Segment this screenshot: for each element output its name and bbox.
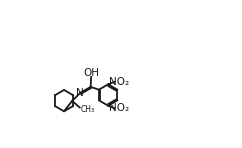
Text: N: N [76,88,84,98]
Text: NO₂: NO₂ [109,103,129,113]
Text: OH: OH [84,68,100,78]
Text: CH₃: CH₃ [81,105,95,114]
Text: NO₂: NO₂ [109,77,129,87]
